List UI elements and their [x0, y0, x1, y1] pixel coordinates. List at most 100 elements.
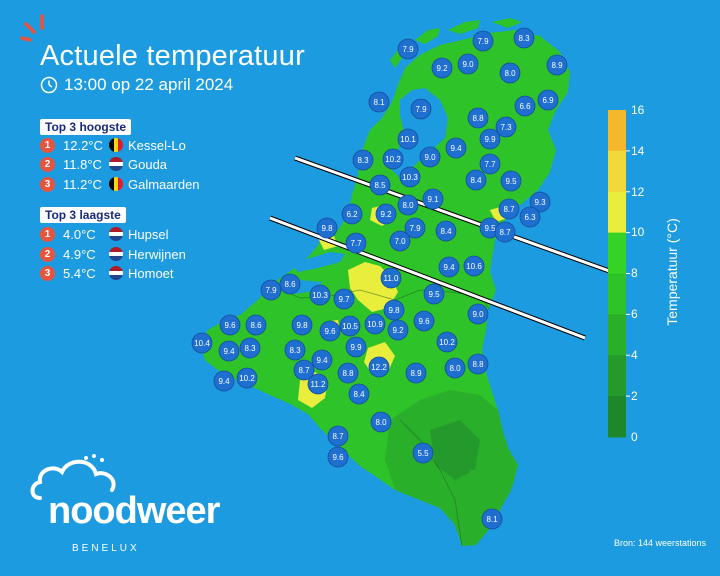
station-marker: 6.2 — [341, 203, 363, 225]
station-marker: 9.6 — [219, 314, 241, 336]
station-marker: 7.9 — [397, 38, 419, 60]
top-highest-row: 1 12.2°C Kessel-Lo — [40, 137, 186, 153]
rank-temp: 11.2°C — [63, 176, 102, 192]
station-temp-label: 7.9 — [265, 286, 277, 295]
station-temp-label: 9.0 — [472, 310, 484, 319]
station-temp-label: 8.4 — [440, 227, 452, 236]
rank-temp: 4.9°C — [63, 246, 96, 262]
netherlands-flag-icon — [109, 157, 123, 171]
station-temp-label: 8.4 — [470, 176, 482, 185]
station-temp-label: 8.7 — [503, 205, 515, 214]
station-temp-label: 8.5 — [374, 181, 386, 190]
station-temp-label: 9.4 — [223, 347, 235, 356]
station-marker: 10.3 — [399, 166, 421, 188]
station-marker: 9.8 — [383, 299, 405, 321]
colorbar-title: Temperatuur (°C) — [664, 218, 680, 326]
station-temp-label: 8.9 — [551, 61, 563, 70]
boundary-lines — [269, 155, 613, 341]
station-marker: 8.0 — [397, 194, 419, 216]
rank-place: Homoet — [128, 265, 174, 281]
station-temp-label: 9.8 — [296, 321, 308, 330]
station-marker: 9.4 — [218, 340, 240, 362]
station-temp-label: 9.2 — [436, 64, 448, 73]
station-marker: 7.7 — [345, 232, 367, 254]
station-temp-label: 8.3 — [289, 346, 301, 355]
station-marker: 9.4 — [445, 137, 467, 159]
station-temp-label: 10.3 — [312, 291, 328, 300]
station-temp-label: 8.0 — [375, 418, 387, 427]
rank-number: 3 — [40, 176, 55, 192]
colorbar-segment — [608, 110, 626, 152]
colorbar-tick: 2 — [631, 389, 638, 403]
station-temp-label: 8.7 — [499, 228, 511, 237]
colorbar-tick: 16 — [631, 103, 645, 117]
station-marker: 8.3 — [239, 337, 261, 359]
station-temp-label: 9.4 — [450, 144, 462, 153]
station-temp-label: 8.3 — [518, 34, 530, 43]
station-marker: 7.0 — [389, 230, 411, 252]
station-marker: 8.7 — [494, 221, 516, 243]
cloud-logo-icon — [30, 454, 116, 500]
station-temp-label: 9.4 — [218, 377, 230, 386]
station-marker: 9.6 — [319, 320, 341, 342]
station-marker: 10.1 — [397, 128, 419, 150]
colorbar-tick: 6 — [631, 307, 638, 321]
station-temp-label: 5.5 — [417, 449, 429, 458]
rank-number: 3 — [40, 265, 55, 281]
station-marker: 8.0 — [499, 62, 521, 84]
station-marker: 8.8 — [337, 362, 359, 384]
station-marker: 8.8 — [467, 353, 489, 375]
station-marker: 7.3 — [495, 116, 517, 138]
station-temp-label: 8.0 — [504, 69, 516, 78]
brand-name: noodweer — [48, 490, 220, 532]
station-temp-label: 9.4 — [443, 263, 455, 272]
colorbar-segment — [608, 150, 626, 193]
temperature-colorbar — [608, 110, 630, 438]
station-temp-label: 9.6 — [324, 327, 336, 336]
top-highest-row: 2 11.8°C Gouda — [40, 156, 167, 172]
station-marker: 7.9 — [404, 217, 426, 239]
station-marker: 10.2 — [382, 148, 404, 170]
station-marker: 8.3 — [513, 27, 535, 49]
station-marker: 8.9 — [546, 54, 568, 76]
station-temp-label: 9.6 — [332, 453, 344, 462]
rank-temp: 5.4°C — [63, 265, 96, 281]
station-marker: 8.5 — [369, 174, 391, 196]
station-temp-label: 9.9 — [350, 343, 362, 352]
station-marker: 8.1 — [481, 508, 503, 530]
station-marker: 9.3 — [529, 191, 551, 213]
colorbar-segment — [608, 191, 626, 234]
rank-number: 2 — [40, 246, 55, 262]
station-temp-label: 9.0 — [424, 153, 436, 162]
station-temp-label: 8.0 — [402, 201, 414, 210]
station-marker: 9.2 — [431, 57, 453, 79]
colorbar-tick: 10 — [631, 225, 645, 239]
station-marker: 6.9 — [537, 89, 559, 111]
station-temp-label: 7.0 — [394, 237, 406, 246]
colorbar-tick: 12 — [631, 185, 645, 199]
colorbar-segment — [608, 273, 626, 315]
station-marker: 10.2 — [436, 331, 458, 353]
station-marker: 6.6 — [514, 95, 536, 117]
station-marker: 8.6 — [245, 314, 267, 336]
station-temp-label: 9.6 — [224, 321, 236, 330]
top-lowest-row: 3 5.4°C Homoet — [40, 265, 174, 281]
colorbar-tick: 8 — [631, 266, 638, 280]
station-marker: 9.0 — [457, 53, 479, 75]
source-note: Bron: 144 weerstations — [613, 538, 706, 548]
station-marker: 8.7 — [498, 198, 520, 220]
belgium-flag-icon — [109, 138, 123, 152]
rank-place: Hupsel — [128, 226, 169, 242]
station-temp-label: 9.9 — [484, 135, 496, 144]
station-temp-label: 11.2 — [311, 380, 327, 389]
station-marker: 11.2 — [307, 373, 329, 395]
station-temp-label: 8.7 — [298, 366, 310, 375]
station-temp-label: 8.8 — [342, 369, 354, 378]
station-temp-label: 7.9 — [477, 37, 489, 46]
station-temp-label: 8.9 — [410, 369, 422, 378]
rank-temp: 4.0°C — [63, 226, 96, 242]
belgium-flag-icon — [109, 177, 123, 191]
station-marker: 10.5 — [339, 315, 361, 337]
station-marker: 7.9 — [472, 30, 494, 52]
